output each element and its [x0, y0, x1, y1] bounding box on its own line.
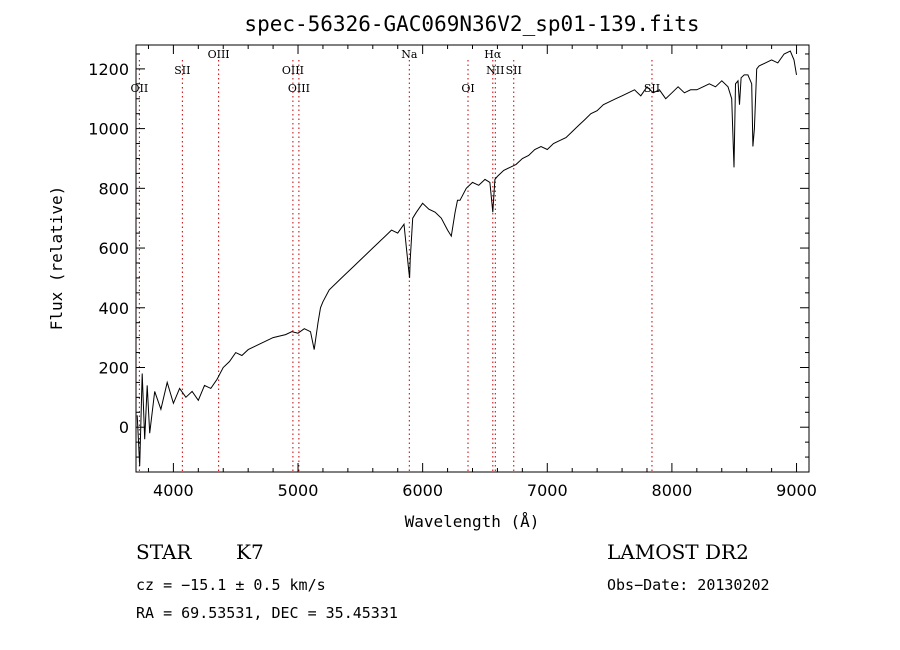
y-tick-label-1: 200: [98, 358, 129, 377]
coordinates: RA = 69.53531, DEC = 35.45331: [136, 604, 398, 622]
object-subclass: K7: [236, 540, 264, 564]
x-tick-label-2: 6000: [402, 481, 443, 500]
marker-label-8: NII: [486, 64, 504, 77]
object-class: STAR: [136, 540, 192, 564]
chart-title: spec-56326-GAC069N36V2_sp01-139.fits: [244, 12, 699, 36]
y-tick-label-2: 400: [98, 299, 129, 318]
y-tick-label-6: 1200: [88, 60, 129, 79]
x-axis-ticks: 4000 5000 6000 7000 8000 9000: [147, 45, 817, 500]
y-tick-label-5: 1000: [88, 120, 129, 139]
y-tick-label-0: 0: [119, 418, 129, 437]
spectrum-series: [136, 50, 797, 467]
y-axis-label: Flux (relative): [47, 186, 66, 331]
marker-label-3: OIII: [282, 64, 304, 77]
x-tick-label-4: 8000: [652, 481, 693, 500]
x-tick-label-1: 5000: [278, 481, 319, 500]
observation-date: Obs−Date: 20130202: [607, 576, 770, 594]
x-tick-label-5: 9000: [776, 481, 817, 500]
marker-label-2: OIII: [208, 48, 230, 61]
marker-label-5: Na: [401, 48, 418, 61]
x-tick-label-0: 4000: [153, 481, 194, 500]
y-tick-label-3: 600: [98, 239, 129, 258]
marker-label-0: OII: [131, 82, 149, 95]
marker-label-7: Hα: [484, 48, 502, 61]
x-axis-label: Wavelength (Å): [405, 512, 540, 531]
marker-label-1: SII: [174, 64, 190, 77]
redshift-cz: cz = −15.1 ± 0.5 km/s: [136, 576, 326, 594]
marker-label-6: OI: [461, 82, 474, 95]
marker-label-9: SII: [506, 64, 522, 77]
x-tick-label-3: 7000: [527, 481, 568, 500]
survey-label: LAMOST DR2: [607, 540, 749, 564]
y-tick-label-4: 800: [98, 179, 129, 198]
spectrum-line-flux: [136, 50, 797, 467]
plot-frame: [135, 44, 810, 473]
marker-label-4: OIII: [288, 82, 310, 95]
y-axis-ticks: 0 200 400 600 800 1000 1200: [88, 53, 809, 473]
